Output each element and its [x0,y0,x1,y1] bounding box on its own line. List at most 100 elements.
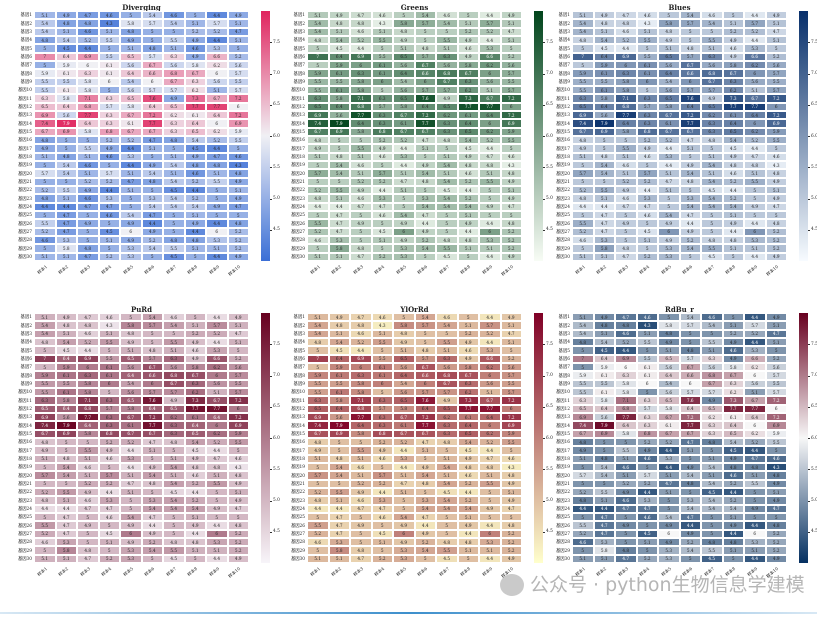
heatmap-cell: 4.9 [679,463,701,472]
heatmap-cell: 4.4 [457,529,479,538]
heatmap-cell: 5.1 [307,313,329,322]
heatmap-cell: 4.9 [500,496,522,505]
heatmap-cell: 5.4 [593,161,615,170]
heatmap-cell: 5.2 [765,529,787,538]
heatmap-cell: 6.3 [307,396,329,405]
heatmap-cell: 5.2 [227,52,249,61]
heatmap-cell: 5.4 [701,161,723,170]
row-label: 基因8 [558,71,570,77]
heatmap-cell: 5.2 [206,329,228,338]
heatmap-cell: 5.2 [744,27,766,36]
row-label: 基因28 [290,540,305,546]
column-label: 样本2 [58,264,71,276]
heatmap-cell: 5 [328,144,350,153]
heatmap-cell: 5.5 [593,77,615,86]
heatmap-cell: 4.9 [184,354,206,363]
heatmap-cell: 4.4 [77,346,99,355]
heatmap-cell: 4.8 [227,471,249,480]
heatmap-cell: 5.1 [701,471,723,480]
heatmap-cell: 6.5 [722,429,744,438]
heatmap-cell: 4.4 [744,554,766,563]
heatmap-cell: 6.3 [636,111,658,120]
heatmap-cell: 5.3 [479,44,501,53]
heatmap-cell: 5 [393,313,415,322]
heatmap-cell: 4.7 [55,513,77,522]
heatmap-cell: 5.8 [77,429,99,438]
colorbar-tick-label: 4.5 [273,529,280,535]
heatmap-cell: 4.4 [744,144,766,153]
heatmap-cell: 6.2 [744,363,766,372]
heatmap-cell: 4.9 [34,144,56,153]
heatmap-cell: 4.4 [722,488,744,497]
heatmap-cell: 5 [636,521,658,530]
heatmap-cell: 7.9 [593,119,615,128]
heatmap-cell: 4.7 [593,521,615,530]
heatmap-cell: 5.7 [636,102,658,111]
heatmap-cell: 6.7 [457,371,479,380]
heatmap-cell: 5.4 [701,504,723,513]
heatmap-cell: 4.9 [350,219,372,228]
heatmap-cell: 4.8 [34,194,56,203]
heatmap-cell: 4.8 [500,219,522,228]
heatmap-cell: 5 [414,329,436,338]
heatmap-cell: 5 [744,194,766,203]
heatmap-cell: 4.4 [479,313,501,322]
heatmap-cell: 4.4 [206,446,228,455]
heatmap-cell: 6 [500,102,522,111]
heatmap-cell: 5.3 [206,346,228,355]
watermark-text: 公众号 · python生物信息学建模 [530,574,805,596]
heatmap-cell: 6.3 [77,371,99,380]
heatmap-cell: 5 [77,136,99,145]
heatmap-cell: 5.1 [500,338,522,347]
colorbar-tick-mark [543,406,545,408]
heatmap-cell: 4.9 [457,36,479,45]
heatmap-cell: 7.3 [722,396,744,405]
heatmap-cell: 5 [371,463,393,472]
heatmap-cell: 5.1 [307,11,329,20]
heatmap-cell: 6.3 [98,111,120,120]
row-label: 基因16 [290,138,305,144]
heatmap-cell: 4.8 [572,438,594,447]
heatmap-cell: 5 [371,521,393,530]
colorbar [261,313,270,563]
heatmap-cell: 5 [701,211,723,220]
heatmap-cell: 4.9 [457,152,479,161]
heatmap-cell: 5.8 [615,388,637,397]
heatmap-cell: 5 [371,346,393,355]
heatmap-cell: 6 [414,379,436,388]
heatmap-cell: 5.8 [658,19,680,28]
heatmap-cell: 4.9 [227,252,249,261]
heatmap-cell: 5.4 [55,338,77,347]
heatmap-cell: 4.7 [55,521,77,530]
heatmap-cell: 4.3 [371,321,393,330]
heatmap-cell: 4.8 [722,463,744,472]
heatmap-cell: 5 [163,521,185,530]
heatmap-cell: 5.1 [393,44,415,53]
row-label: 基因10 [555,88,570,94]
heatmap-cell: 6 [479,421,501,430]
heatmap-cell: 5.9 [593,363,615,372]
colorbar-tick-label: 6.0 [546,133,553,139]
heatmap-cell: 5 [658,194,680,203]
colorbar-tick-label: 6.5 [273,102,280,108]
heatmap-cell: 4.4 [120,144,142,153]
heatmap-cell: 6 [393,227,415,236]
colorbar [799,11,808,261]
row-label: 基因6 [558,54,570,60]
row-label: 基因1 [558,13,570,19]
heatmap-cell: 5.8 [55,396,77,405]
heatmap-cell: 5.1 [163,152,185,161]
row-label: 基因11 [17,96,32,102]
heatmap-cell: 5.1 [722,244,744,253]
heatmap-cell: 4.6 [615,161,637,170]
heatmap-cell: 4.9 [350,488,372,497]
heatmap-cell: 5.5 [227,379,249,388]
row-label: 基因23 [555,196,570,202]
heatmap-cell: 5.9 [328,363,350,372]
column-label: 样本8 [187,566,200,578]
heatmap-cell: 5.5 [701,338,723,347]
heatmap-cell: 5.1 [636,236,658,245]
heatmap-cell: 4.9 [120,236,142,245]
heatmap-cell: 5.7 [163,388,185,397]
heatmap-cell: 5 [679,338,701,347]
